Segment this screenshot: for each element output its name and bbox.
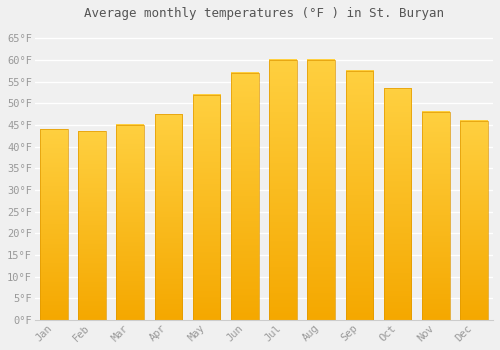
Bar — [116, 125, 144, 320]
Bar — [422, 112, 450, 320]
Bar — [40, 129, 68, 320]
Bar — [78, 132, 106, 320]
Bar — [193, 94, 220, 320]
Bar — [308, 60, 335, 320]
Bar — [460, 121, 487, 320]
Bar — [269, 60, 296, 320]
Bar — [154, 114, 182, 320]
Bar — [346, 71, 373, 320]
Bar — [384, 88, 411, 320]
Title: Average monthly temperatures (°F ) in St. Buryan: Average monthly temperatures (°F ) in St… — [84, 7, 444, 20]
Bar — [231, 73, 258, 320]
